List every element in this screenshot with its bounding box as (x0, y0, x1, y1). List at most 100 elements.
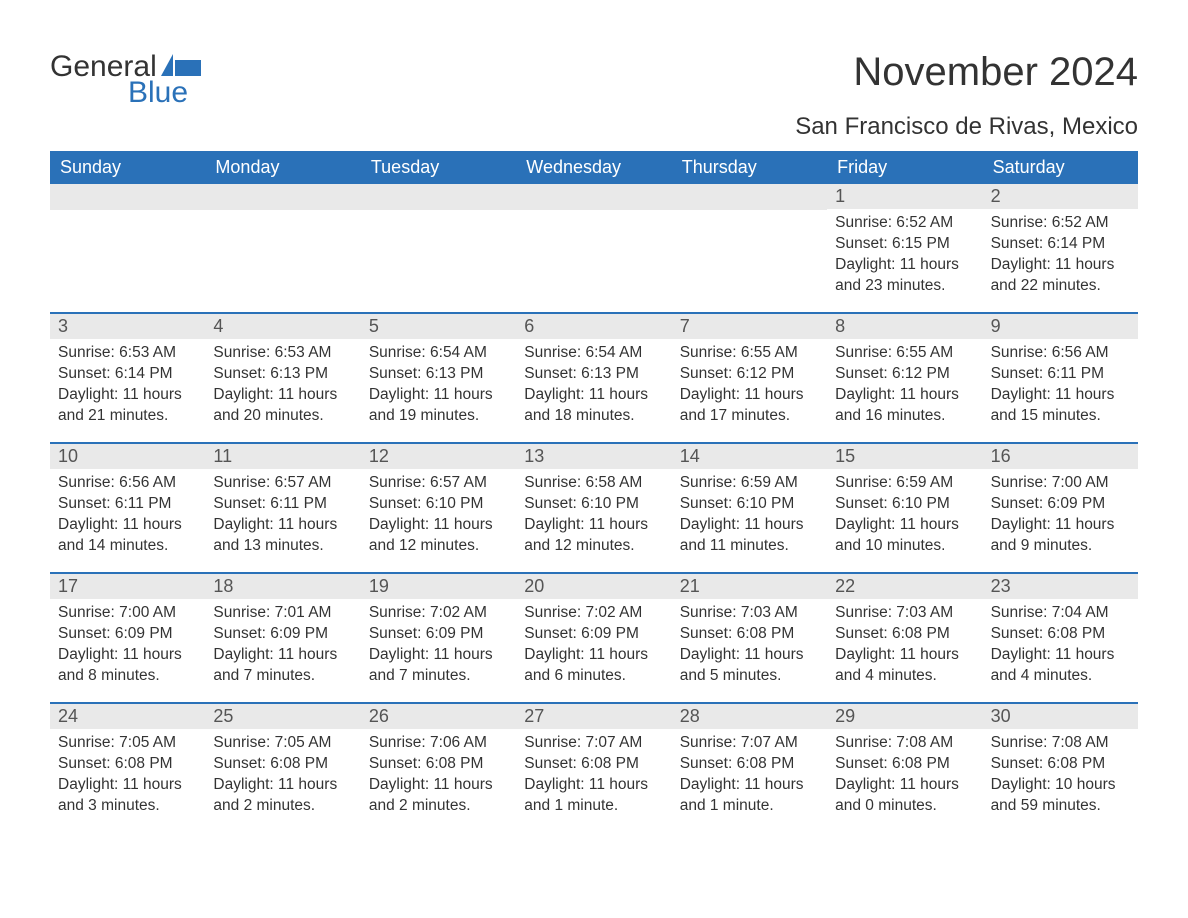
day-content: Sunrise: 6:57 AMSunset: 6:11 PMDaylight:… (205, 469, 360, 565)
day-number (516, 184, 671, 210)
sunrise-text: Sunrise: 7:03 AM (835, 603, 974, 624)
day-cell: 21Sunrise: 7:03 AMSunset: 6:08 PMDayligh… (672, 574, 827, 702)
day-cell: 6Sunrise: 6:54 AMSunset: 6:13 PMDaylight… (516, 314, 671, 442)
day-content: Sunrise: 7:03 AMSunset: 6:08 PMDaylight:… (672, 599, 827, 695)
weekday-thursday: Thursday (672, 151, 827, 184)
daylight-text: Daylight: 11 hours and 18 minutes. (524, 385, 663, 427)
day-cell: 27Sunrise: 7:07 AMSunset: 6:08 PMDayligh… (516, 704, 671, 832)
daylight-text: Daylight: 11 hours and 11 minutes. (680, 515, 819, 557)
sunrise-text: Sunrise: 6:57 AM (369, 473, 508, 494)
day-number: 20 (516, 574, 671, 599)
day-content: Sunrise: 7:08 AMSunset: 6:08 PMDaylight:… (983, 729, 1138, 825)
sunrise-text: Sunrise: 7:02 AM (524, 603, 663, 624)
daylight-text: Daylight: 11 hours and 0 minutes. (835, 775, 974, 817)
daylight-text: Daylight: 11 hours and 1 minute. (524, 775, 663, 817)
day-content: Sunrise: 7:03 AMSunset: 6:08 PMDaylight:… (827, 599, 982, 695)
sunset-text: Sunset: 6:11 PM (58, 494, 197, 515)
empty-cell (361, 184, 516, 312)
daylight-text: Daylight: 11 hours and 13 minutes. (213, 515, 352, 557)
weekday-saturday: Saturday (983, 151, 1138, 184)
sunrise-text: Sunrise: 7:05 AM (58, 733, 197, 754)
day-number: 24 (50, 704, 205, 729)
empty-cell (50, 184, 205, 312)
daylight-text: Daylight: 11 hours and 7 minutes. (213, 645, 352, 687)
sunset-text: Sunset: 6:08 PM (991, 754, 1130, 775)
weekday-tuesday: Tuesday (361, 151, 516, 184)
day-cell: 10Sunrise: 6:56 AMSunset: 6:11 PMDayligh… (50, 444, 205, 572)
sunset-text: Sunset: 6:14 PM (58, 364, 197, 385)
daylight-text: Daylight: 11 hours and 4 minutes. (991, 645, 1130, 687)
day-content: Sunrise: 6:53 AMSunset: 6:14 PMDaylight:… (50, 339, 205, 435)
weekday-sunday: Sunday (50, 151, 205, 184)
sunset-text: Sunset: 6:12 PM (835, 364, 974, 385)
daylight-text: Daylight: 11 hours and 12 minutes. (524, 515, 663, 557)
sunset-text: Sunset: 6:08 PM (835, 754, 974, 775)
day-cell: 23Sunrise: 7:04 AMSunset: 6:08 PMDayligh… (983, 574, 1138, 702)
daylight-text: Daylight: 11 hours and 19 minutes. (369, 385, 508, 427)
calendar: Sunday Monday Tuesday Wednesday Thursday… (50, 151, 1138, 832)
sunrise-text: Sunrise: 7:00 AM (58, 603, 197, 624)
day-cell: 1Sunrise: 6:52 AMSunset: 6:15 PMDaylight… (827, 184, 982, 312)
day-cell: 9Sunrise: 6:56 AMSunset: 6:11 PMDaylight… (983, 314, 1138, 442)
day-content: Sunrise: 6:52 AMSunset: 6:15 PMDaylight:… (827, 209, 982, 305)
daylight-text: Daylight: 11 hours and 22 minutes. (991, 255, 1130, 297)
sunset-text: Sunset: 6:08 PM (680, 754, 819, 775)
header: General Blue November 2024 San Francisco… (50, 50, 1138, 141)
title-block: November 2024 San Francisco de Rivas, Me… (795, 50, 1138, 141)
sunset-text: Sunset: 6:11 PM (991, 364, 1130, 385)
day-cell: 20Sunrise: 7:02 AMSunset: 6:09 PMDayligh… (516, 574, 671, 702)
sunrise-text: Sunrise: 6:57 AM (213, 473, 352, 494)
sunrise-text: Sunrise: 6:56 AM (991, 343, 1130, 364)
sunrise-text: Sunrise: 6:54 AM (524, 343, 663, 364)
day-number: 23 (983, 574, 1138, 599)
day-number: 1 (827, 184, 982, 209)
sunset-text: Sunset: 6:10 PM (369, 494, 508, 515)
sunset-text: Sunset: 6:10 PM (680, 494, 819, 515)
day-content: Sunrise: 7:02 AMSunset: 6:09 PMDaylight:… (361, 599, 516, 695)
week-row: 10Sunrise: 6:56 AMSunset: 6:11 PMDayligh… (50, 442, 1138, 572)
day-content: Sunrise: 6:55 AMSunset: 6:12 PMDaylight:… (827, 339, 982, 435)
sunrise-text: Sunrise: 6:52 AM (991, 213, 1130, 234)
sunrise-text: Sunrise: 6:55 AM (680, 343, 819, 364)
day-number (361, 184, 516, 210)
daylight-text: Daylight: 11 hours and 16 minutes. (835, 385, 974, 427)
day-number: 22 (827, 574, 982, 599)
sunset-text: Sunset: 6:08 PM (58, 754, 197, 775)
day-number: 12 (361, 444, 516, 469)
day-cell: 2Sunrise: 6:52 AMSunset: 6:14 PMDaylight… (983, 184, 1138, 312)
daylight-text: Daylight: 11 hours and 9 minutes. (991, 515, 1130, 557)
empty-cell (672, 184, 827, 312)
day-number: 26 (361, 704, 516, 729)
sunrise-text: Sunrise: 7:03 AM (680, 603, 819, 624)
day-cell: 7Sunrise: 6:55 AMSunset: 6:12 PMDaylight… (672, 314, 827, 442)
daylight-text: Daylight: 11 hours and 15 minutes. (991, 385, 1130, 427)
day-number: 8 (827, 314, 982, 339)
sunset-text: Sunset: 6:08 PM (991, 624, 1130, 645)
day-number: 14 (672, 444, 827, 469)
week-row: 17Sunrise: 7:00 AMSunset: 6:09 PMDayligh… (50, 572, 1138, 702)
day-cell: 28Sunrise: 7:07 AMSunset: 6:08 PMDayligh… (672, 704, 827, 832)
daylight-text: Daylight: 11 hours and 2 minutes. (213, 775, 352, 817)
day-number: 19 (361, 574, 516, 599)
sunrise-text: Sunrise: 6:55 AM (835, 343, 974, 364)
sunrise-text: Sunrise: 7:06 AM (369, 733, 508, 754)
day-cell: 13Sunrise: 6:58 AMSunset: 6:10 PMDayligh… (516, 444, 671, 572)
sunset-text: Sunset: 6:09 PM (369, 624, 508, 645)
daylight-text: Daylight: 11 hours and 6 minutes. (524, 645, 663, 687)
daylight-text: Daylight: 11 hours and 21 minutes. (58, 385, 197, 427)
empty-cell (205, 184, 360, 312)
daylight-text: Daylight: 11 hours and 10 minutes. (835, 515, 974, 557)
day-content: Sunrise: 7:00 AMSunset: 6:09 PMDaylight:… (50, 599, 205, 695)
day-number (205, 184, 360, 210)
daylight-text: Daylight: 11 hours and 17 minutes. (680, 385, 819, 427)
day-content: Sunrise: 6:55 AMSunset: 6:12 PMDaylight:… (672, 339, 827, 435)
sunset-text: Sunset: 6:08 PM (835, 624, 974, 645)
logo: General Blue (50, 50, 201, 110)
sunset-text: Sunset: 6:10 PM (524, 494, 663, 515)
logo-text-blue: Blue (128, 76, 188, 110)
day-number: 29 (827, 704, 982, 729)
day-content: Sunrise: 6:59 AMSunset: 6:10 PMDaylight:… (672, 469, 827, 565)
sunrise-text: Sunrise: 7:08 AM (835, 733, 974, 754)
day-number: 28 (672, 704, 827, 729)
daylight-text: Daylight: 11 hours and 14 minutes. (58, 515, 197, 557)
